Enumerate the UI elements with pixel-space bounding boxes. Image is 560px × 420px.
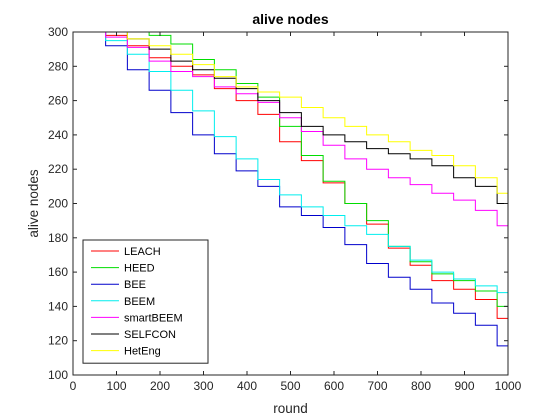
x-tick-label: 0 bbox=[70, 379, 77, 393]
x-tick-label: 600 bbox=[324, 379, 344, 393]
x-tick-label: 100 bbox=[106, 379, 126, 393]
legend-label-bee: BEE bbox=[124, 279, 146, 291]
x-tick-label: 700 bbox=[367, 379, 387, 393]
legend-label-leach: LEACH bbox=[124, 246, 161, 258]
legend: LEACH HEED BEE BEEM smartBEEM SELFCON HetEng bbox=[82, 239, 209, 364]
legend-label-beem: BEEM bbox=[124, 296, 155, 308]
y-tick-label: 240 bbox=[48, 128, 68, 142]
x-axis-title: round bbox=[273, 401, 308, 416]
y-tick-label: 160 bbox=[48, 265, 68, 279]
chart-title: alive nodes bbox=[252, 11, 328, 27]
series-line-beem bbox=[73, 31, 508, 294]
legend-label-heed: HEED bbox=[124, 263, 155, 275]
series-line-heteng bbox=[73, 31, 508, 194]
y-tick-label: 120 bbox=[48, 334, 68, 348]
y-tick-label: 300 bbox=[48, 25, 68, 39]
series-line-selfcon bbox=[73, 31, 508, 204]
legend-box bbox=[82, 239, 209, 364]
x-tick-label: 800 bbox=[411, 379, 431, 393]
y-axis-title: alive nodes bbox=[26, 169, 41, 238]
series-line-bee bbox=[73, 31, 508, 347]
legend-label-heteng: HetEng bbox=[124, 346, 161, 358]
y-tick-label: 100 bbox=[48, 368, 68, 382]
x-tick-label: 900 bbox=[454, 379, 474, 393]
legend-label-selfcon: SELFCON bbox=[124, 329, 176, 341]
x-tick-label: 200 bbox=[150, 379, 170, 393]
x-tick-label: 500 bbox=[280, 379, 300, 393]
y-tick-label: 280 bbox=[48, 59, 68, 73]
y-tick-label: 220 bbox=[48, 162, 68, 176]
y-tick-label: 200 bbox=[48, 197, 68, 211]
series-layer bbox=[73, 31, 508, 347]
series-line-smartbeem bbox=[73, 31, 508, 227]
y-tick-label: 140 bbox=[48, 299, 68, 313]
axes-layer: 0 100 200 300 400 500 600 700 800 900 100010012014… bbox=[48, 25, 522, 393]
x-tick-label: 400 bbox=[237, 379, 257, 393]
legend-label-smartbeem: smartBEEM bbox=[124, 312, 183, 324]
y-tick-label: 180 bbox=[48, 231, 68, 245]
x-tick-label: 300 bbox=[193, 379, 213, 393]
series-line-heed bbox=[73, 31, 508, 307]
y-tick-label: 260 bbox=[48, 94, 68, 108]
x-tick-label: 1000 bbox=[495, 379, 522, 393]
